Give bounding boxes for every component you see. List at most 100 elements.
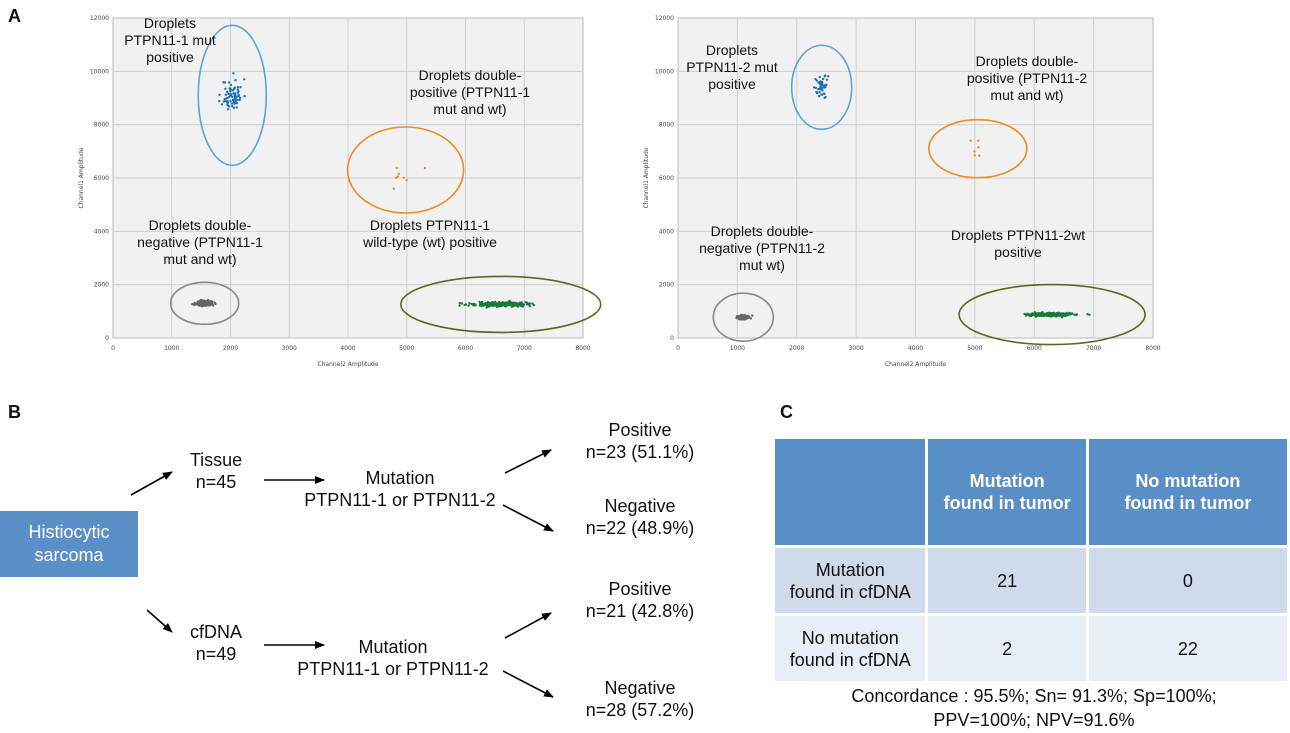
data-point <box>238 98 241 102</box>
x-tick-label: 4000 <box>908 345 923 352</box>
tissue-label: Tissue <box>189 450 243 470</box>
cluster-label-line: mut and wt) <box>990 87 1063 103</box>
row-2-label-line-1: No mutation <box>801 627 899 648</box>
x-tick-label: 3000 <box>848 345 863 352</box>
col-header-2-line-2: found in tumor <box>1124 493 1252 513</box>
col-header-no-mutation-tumor: No mutation found in tumor <box>1088 439 1287 545</box>
cluster-points <box>735 313 754 321</box>
data-point <box>227 92 230 96</box>
cluster-label: Droplets double-positive (PTPN11-1 mut an… <box>410 67 531 117</box>
data-point <box>820 88 823 91</box>
data-point <box>233 86 236 89</box>
concordance-line-1: Concordance : 95.5%; Sn= 91.3%; Sp=100%; <box>851 686 1217 706</box>
data-point <box>1044 312 1048 316</box>
data-point <box>231 104 234 108</box>
data-point <box>220 103 224 106</box>
table-cell: 22 <box>1088 616 1287 681</box>
cluster-points <box>191 298 217 308</box>
data-point <box>485 306 488 309</box>
data-point <box>227 105 231 108</box>
col-header-1-line-2: found in tumor <box>943 493 1071 513</box>
data-point <box>1071 312 1074 315</box>
histiocytic-sarcoma-box: Histiocytic sarcoma <box>0 511 138 577</box>
data-point <box>202 300 205 303</box>
data-point <box>1073 313 1076 316</box>
data-point <box>198 304 202 307</box>
data-point <box>818 91 821 94</box>
data-point <box>969 139 972 142</box>
data-point <box>812 86 816 89</box>
data-point <box>200 303 204 306</box>
x-tick-label: 2000 <box>223 345 238 352</box>
y-tick-label: 12000 <box>655 15 674 22</box>
data-point <box>1062 312 1065 315</box>
data-point <box>222 81 225 84</box>
data-point <box>230 102 234 105</box>
data-point <box>1038 314 1041 317</box>
cluster-label-line: Droplets double- <box>419 67 522 83</box>
table-row: No mutation found in cfDNA 2 22 <box>775 616 1287 681</box>
cfdna-mutation-node: Mutation PTPN11-1 or PTPN11-2 <box>283 636 503 680</box>
table-cell: 21 <box>928 548 1086 613</box>
data-point <box>395 176 398 179</box>
x-tick-label: 3000 <box>282 345 297 352</box>
data-point <box>1034 313 1037 316</box>
data-point <box>232 106 236 110</box>
root-line-1: Histiocytic <box>28 522 110 542</box>
data-point <box>973 150 976 153</box>
data-point <box>740 313 743 317</box>
cluster-label-line: Droplets <box>144 15 196 31</box>
data-point <box>226 90 229 94</box>
cluster-label-line: positive (PTPN11-2 <box>967 70 1088 86</box>
data-point <box>236 91 240 94</box>
data-point <box>977 146 980 149</box>
data-point <box>232 72 235 75</box>
col-header-mutation-tumor: Mutation found in tumor <box>928 439 1086 545</box>
x-axis-label: Channel2 Amplitude <box>317 361 378 368</box>
data-point <box>821 86 825 89</box>
x-tick-label: 6000 <box>458 345 473 352</box>
data-point <box>977 139 980 142</box>
y-tick-label: 6000 <box>659 175 674 182</box>
x-tick-label: 0 <box>111 345 115 352</box>
data-point <box>528 305 532 308</box>
data-point <box>227 81 231 84</box>
data-point <box>1030 313 1033 317</box>
data-point <box>484 302 487 305</box>
arrow-root-to-cfdna <box>146 609 173 633</box>
data-point <box>470 302 473 306</box>
data-point <box>458 301 461 305</box>
cluster-points <box>812 74 830 100</box>
data-point <box>405 179 408 182</box>
y-tick-label: 8000 <box>659 122 674 129</box>
y-tick-label: 0 <box>105 335 109 342</box>
data-point <box>749 317 752 320</box>
x-tick-label: 1000 <box>730 345 745 352</box>
data-point <box>224 93 227 96</box>
cluster-label: Droplets double-negative (PTPN11-1 mut an… <box>137 217 263 267</box>
row-label-mutation-cfdna: Mutation found in cfDNA <box>775 548 926 613</box>
data-point <box>228 87 231 90</box>
cluster-label-line: positive <box>708 76 756 92</box>
data-point <box>1040 313 1043 317</box>
cfdna-positive-node: Positive n=21 (42.8%) <box>570 578 710 622</box>
data-point <box>226 96 229 100</box>
x-tick-label: 2000 <box>789 345 804 352</box>
x-tick-label: 0 <box>676 345 680 352</box>
data-point <box>500 301 504 304</box>
data-point <box>211 304 215 307</box>
data-point <box>235 106 238 109</box>
data-point <box>817 81 820 84</box>
cluster-ring <box>169 281 240 326</box>
data-point <box>486 303 490 306</box>
data-point <box>1088 313 1091 316</box>
data-point <box>231 89 235 92</box>
data-point <box>743 315 747 318</box>
cluster-label-line: Droplets <box>706 42 758 58</box>
data-point <box>1052 311 1056 315</box>
tissue-mutation-node: Mutation PTPN11-1 or PTPN11-2 <box>290 467 510 511</box>
data-point <box>526 303 529 306</box>
data-point <box>751 314 754 317</box>
y-tick-label: 12000 <box>90 15 109 22</box>
y-tick-label: 10000 <box>655 68 674 75</box>
